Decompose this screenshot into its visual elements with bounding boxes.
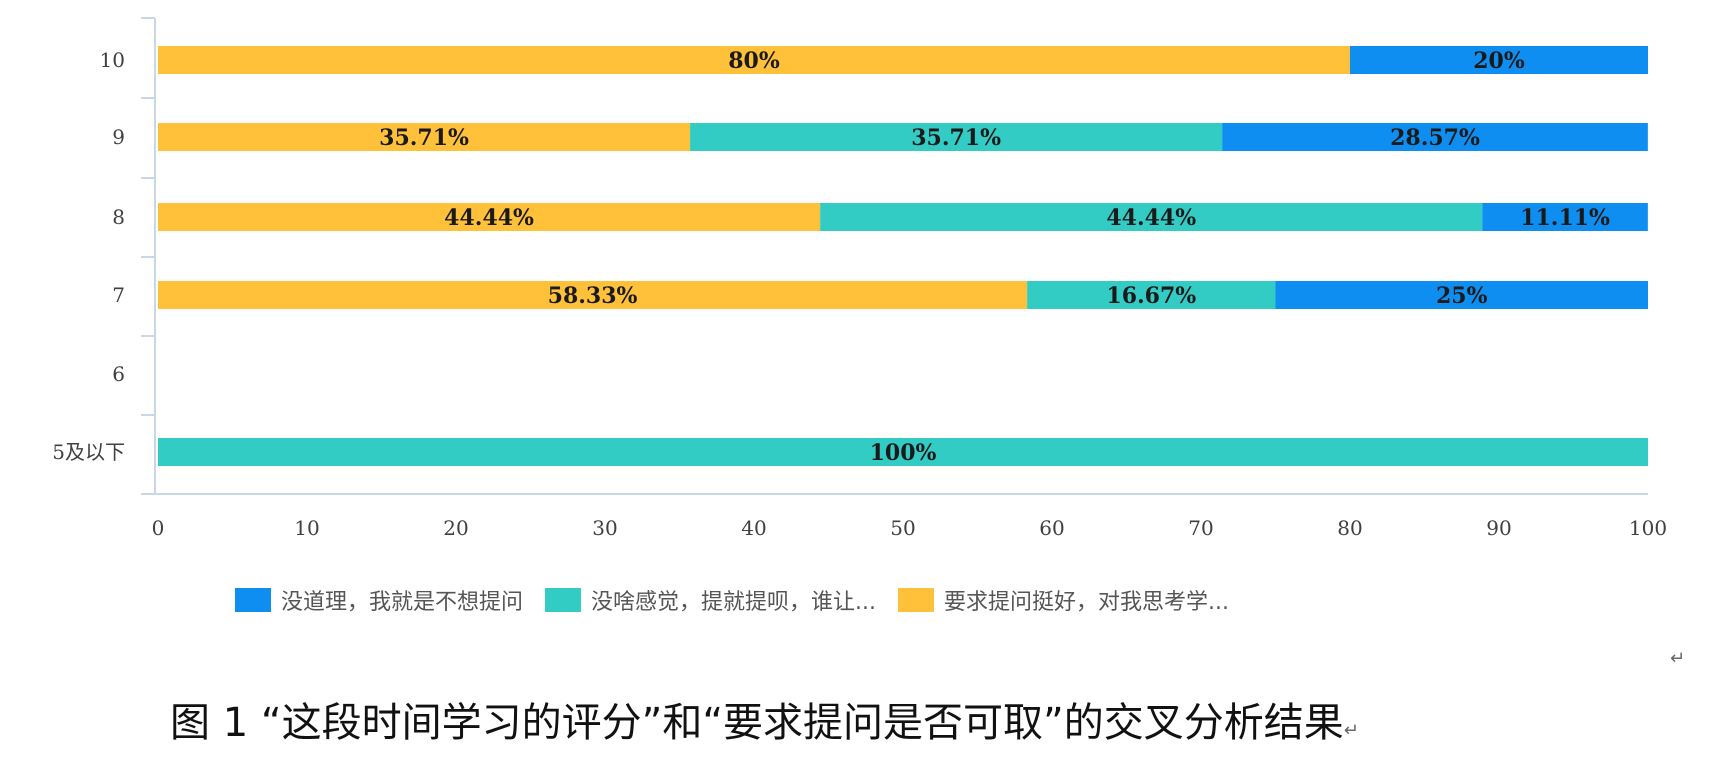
caption-text: 图 1 “这段时间学习的评分”和“要求提问是否可取”的交叉分析结果: [170, 700, 1344, 746]
x-tick-label: 0: [152, 516, 165, 540]
x-tick-label: 70: [1188, 516, 1213, 540]
bar-segment: [158, 46, 1350, 74]
bar-value-label: 20%: [1473, 48, 1525, 74]
legend-label-teal: 没啥感觉，提就提呗，谁让...: [591, 590, 876, 615]
caption-paragraph-mark: ↵: [1343, 720, 1359, 741]
legend-item-blue[interactable]: 没道理，我就是不想提问: [235, 584, 523, 616]
data-labels: 80% 20% 35.71% 35.71% 28.57% 44.44% 44.44% 11.1…: [379, 48, 1610, 466]
legend-swatch-teal: [545, 588, 582, 612]
bar-value-label: 35.71%: [911, 125, 1001, 151]
paragraph-mark: ↵: [1670, 648, 1686, 669]
bar-segment: [158, 438, 1648, 466]
y-tick-label: 10: [100, 48, 125, 72]
legend-label-yellow: 要求提问挺好，对我思考学...: [944, 590, 1229, 615]
x-tick-label: 10: [294, 516, 319, 540]
legend-swatch-yellow: [898, 588, 934, 612]
x-tick-label: 50: [890, 516, 915, 540]
bar-segment: [1350, 46, 1648, 74]
legend-swatch-blue: [235, 588, 271, 612]
bar-segment: [690, 123, 1223, 151]
bar-segment: [158, 123, 691, 151]
y-tick-label: 9: [112, 125, 125, 149]
x-tick-label: 60: [1039, 516, 1064, 540]
bar-value-label: 44.44%: [1106, 205, 1196, 231]
bar-segment: [1275, 281, 1648, 309]
bar-segment: [1222, 123, 1648, 151]
bar-value-label: 28.57%: [1390, 125, 1480, 151]
x-tick-label: 20: [443, 516, 468, 540]
axes: 10 9 8 7 6 5及以下 0 10 20 30 40 50 60 70 80 90 100: [52, 17, 1667, 540]
x-tick-label: 100: [1629, 516, 1667, 540]
legend-item-yellow[interactable]: 要求提问挺好，对我思考学...: [898, 584, 1229, 616]
bar-value-label: 35.71%: [379, 125, 469, 151]
bar-value-label: 25%: [1436, 283, 1488, 309]
bars: [158, 46, 1648, 466]
x-tick-label: 40: [741, 516, 766, 540]
bar-segment: [158, 203, 821, 231]
y-tick-label: 8: [112, 205, 125, 229]
legend-item-teal[interactable]: 没啥感觉，提就提呗，谁让...: [545, 584, 876, 616]
x-tick-label: 80: [1337, 516, 1362, 540]
y-tick-label: 7: [112, 283, 125, 307]
bar-value-label: 58.33%: [548, 283, 638, 309]
bar-value-label: 44.44%: [444, 205, 534, 231]
bar-segment: [158, 281, 1028, 309]
legend-label-blue: 没道理，我就是不想提问: [281, 590, 524, 615]
bar-value-label: 100%: [870, 440, 937, 466]
figure-caption: 图 1 “这段时间学习的评分”和“要求提问是否可取”的交叉分析结果↵: [170, 690, 1359, 748]
legend: 没道理，我就是不想提问 没啥感觉，提就提呗，谁让... 要求提问挺好，对我思考学…: [235, 584, 1251, 616]
x-tick-label: 90: [1486, 516, 1511, 540]
y-tick-label: 6: [112, 362, 125, 386]
bar-value-label: 80%: [728, 48, 780, 74]
bar-segment: [1027, 281, 1276, 309]
bar-segment: [820, 203, 1483, 231]
x-tick-label: 30: [592, 516, 617, 540]
bar-value-label: 16.67%: [1106, 283, 1196, 309]
y-tick-label: 5及以下: [52, 440, 125, 464]
bar-value-label: 11.11%: [1520, 205, 1610, 231]
bar-segment: [1482, 203, 1648, 231]
